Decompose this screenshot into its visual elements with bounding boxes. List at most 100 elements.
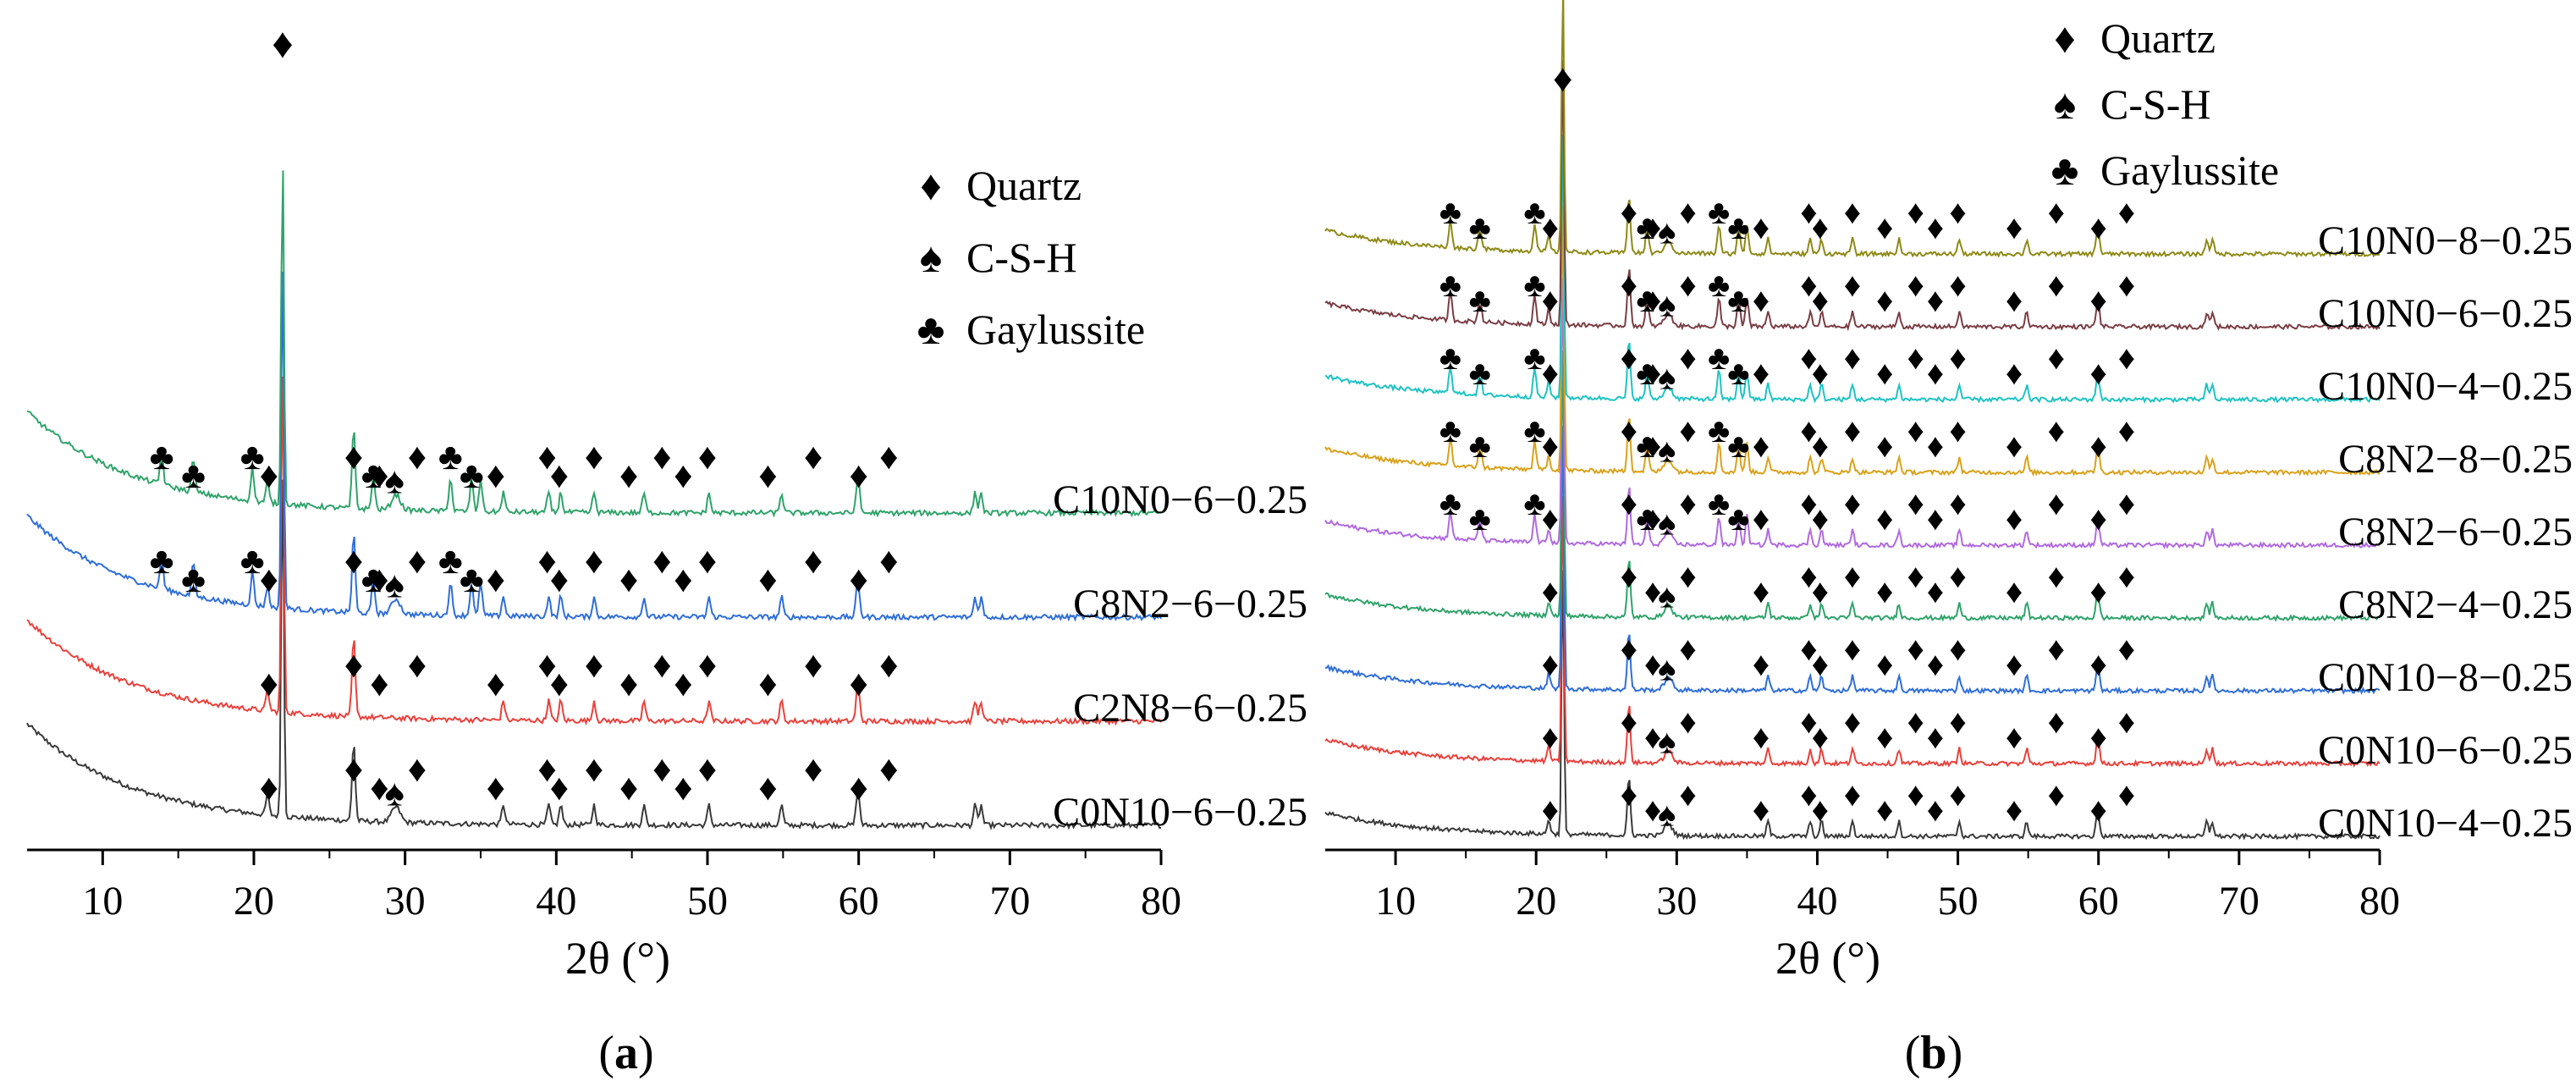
a-quartz-marker: ♦ <box>758 663 777 704</box>
b-series-label: C10N0−6−0.25 <box>2318 291 2573 336</box>
a-legend-symbol: ♦ <box>920 162 942 209</box>
b-quartz-marker: ♦ <box>1812 499 1829 538</box>
b-quartz-marker: ♦ <box>1800 411 1817 449</box>
b-quartz-marker: ♦ <box>1844 339 1861 377</box>
a-quartz-marker: ♦ <box>370 559 388 600</box>
b-series-line <box>1324 278 2381 550</box>
b-tick-label: 20 <box>1516 879 1556 924</box>
a-quartz-marker: ♦ <box>344 436 363 477</box>
a-quartz-marker: ♦ <box>674 663 692 704</box>
b-quartz-marker: ♦ <box>2090 572 2107 610</box>
b-quartz-marker: ♦ <box>2006 499 2023 538</box>
a-gaylussite-marker: ♣ <box>181 455 206 496</box>
a-quartz-marker: ♦ <box>537 644 556 686</box>
b-quartz-marker: ♦ <box>1949 339 1966 377</box>
b-quartz-marker: ♦ <box>2006 427 2023 465</box>
b-series-line <box>1324 495 2381 768</box>
b-quartz-marker: ♦ <box>2006 791 2023 829</box>
a-series-line <box>26 271 1162 622</box>
a-quartz-marker: ♦ <box>487 455 505 496</box>
b-tick-label: 40 <box>1797 879 1837 924</box>
b-quartz-marker: ♦ <box>2048 703 2065 741</box>
b-quartz-marker: ♦ <box>1800 339 1817 377</box>
b-gaylussite-marker: ♣ <box>1523 411 1545 449</box>
b-quartz-marker: ♦ <box>1644 499 1661 538</box>
b-quartz-marker: ♦ <box>1844 266 1861 304</box>
b-quartz-marker: ♦ <box>1753 645 1770 683</box>
a-quartz-marker: ♦ <box>408 644 427 686</box>
b-quartz-marker: ♦ <box>1907 266 1924 304</box>
b-gaylussite-marker: ♣ <box>1523 339 1545 377</box>
b-series-line <box>1324 425 2381 696</box>
b-quartz-marker: ♦ <box>1876 499 1893 538</box>
b-quartz-marker: ♦ <box>1679 775 1696 813</box>
b-quartz-marker: ♦ <box>2048 775 2065 813</box>
panel-a-label-letter: a <box>614 1027 638 1079</box>
b-quartz-marker: ♦ <box>2048 339 2065 377</box>
b-quartz-marker: ♦ <box>1927 572 1944 610</box>
b-gaylussite-marker: ♣ <box>1523 484 1545 522</box>
a-legend-label: Gaylussite <box>966 306 1145 353</box>
panel-b-series-labels: C0N10−4−0.25 C0N10−6−0.25 C0N10−8−0.25 C8N2… <box>2318 218 2573 846</box>
b-tick-label: 60 <box>2078 879 2119 924</box>
b-quartz-marker: ♦ <box>1679 266 1696 304</box>
a-quartz-marker: ♦ <box>370 767 388 808</box>
b-series-line <box>1324 60 2381 332</box>
a-tick-label: 60 <box>839 879 879 924</box>
b-quartz-marker: ♦ <box>2118 557 2135 595</box>
a-quartz-marker: ♦ <box>758 559 777 600</box>
a-gaylussite-marker: ♣ <box>438 540 463 582</box>
b-quartz-marker: ♦ <box>1844 411 1861 449</box>
b-gaylussite-marker: ♣ <box>1708 266 1730 304</box>
b-quartz-marker: ♦ <box>1753 718 1770 756</box>
b-legend-label: Quartz <box>2100 14 2215 62</box>
b-gaylussite-marker: ♣ <box>1439 411 1461 449</box>
b-quartz-marker: ♦ <box>1679 411 1696 449</box>
a-quartz-marker: ♦ <box>408 748 427 790</box>
b-gaylussite-marker: ♣ <box>1469 499 1491 538</box>
a-legend-label: Quartz <box>966 162 1082 209</box>
b-legend-symbol: ♣ <box>2051 146 2079 194</box>
a-tick-label: 20 <box>234 879 274 924</box>
b-legend-label: C-S-H <box>2100 80 2211 128</box>
b-csh-marker: ♠ <box>1658 649 1676 687</box>
b-quartz-marker: ♦ <box>2090 354 2107 392</box>
a-tick-label: 70 <box>989 879 1030 924</box>
b-gaylussite-marker: ♣ <box>1469 281 1491 319</box>
a-quartz-marker: ♦ <box>260 663 278 704</box>
b-quartz-marker: ♦ <box>1753 499 1770 538</box>
b-csh-marker: ♠ <box>1658 285 1676 323</box>
b-quartz-marker: ♦ <box>1644 354 1661 392</box>
a-quartz-marker: ♦ <box>585 748 603 790</box>
svg-text:(b): (b) <box>1905 1027 1962 1079</box>
b-series-label: C10N0−4−0.25 <box>2318 364 2573 409</box>
a-quartz-marker: ♦ <box>408 436 427 477</box>
b-tick-label: 70 <box>2219 879 2260 924</box>
b-quartz-marker: ♦ <box>1812 281 1829 319</box>
b-gaylussite-marker: ♣ <box>1727 354 1749 392</box>
b-quartz-marker: ♦ <box>1679 703 1696 741</box>
a-quartz-marker: ♦ <box>879 644 898 686</box>
a-tick-label: 50 <box>687 879 728 924</box>
a-tick-label: 80 <box>1141 879 1181 924</box>
b-quartz-marker: ♦ <box>2006 281 2023 319</box>
b-quartz-marker: ♦ <box>1812 645 1829 683</box>
b-quartz-marker: ♦ <box>1800 557 1817 595</box>
b-quartz-marker: ♦ <box>2090 281 2107 319</box>
a-quartz-marker: ♦ <box>585 436 603 477</box>
a-quartz-marker: ♦ <box>652 748 671 790</box>
b-csh-marker: ♠ <box>1658 212 1676 251</box>
b-quartz-marker: ♦ <box>1621 266 1638 304</box>
a-quartz-marker: ♦ <box>698 540 717 582</box>
a-quartz-marker: ♦ <box>408 540 427 582</box>
b-quartz-marker: ♦ <box>1949 193 1966 231</box>
b-quartz-marker: ♦ <box>2090 645 2107 683</box>
b-gaylussite-marker: ♣ <box>1636 354 1658 392</box>
b-quartz-marker: ♦ <box>1844 484 1861 522</box>
b-quartz-marker: ♦ <box>2118 266 2135 304</box>
b-gaylussite-marker: ♣ <box>1636 208 1658 246</box>
b-quartz-marker: ♦ <box>1927 354 1944 392</box>
b-gaylussite-marker: ♣ <box>1636 427 1658 465</box>
b-quartz-marker: ♦ <box>1621 193 1638 231</box>
a-quartz-marker: ♦ <box>652 540 671 582</box>
